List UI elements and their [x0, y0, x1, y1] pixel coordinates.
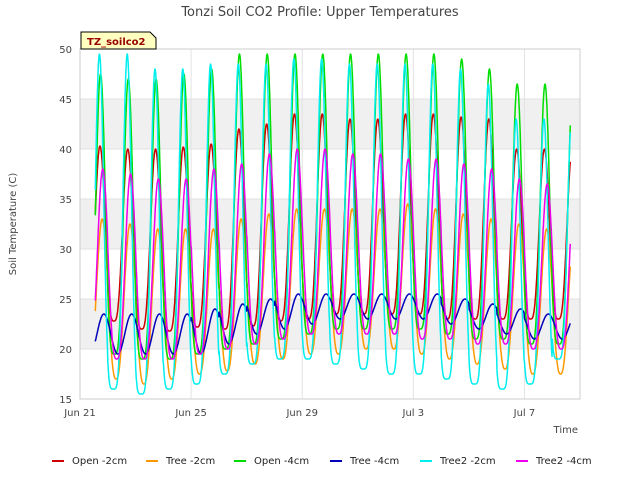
series-layer [94, 53, 572, 395]
y-tick-label: 35 [59, 195, 72, 206]
legend-label: Open -4cm [254, 456, 309, 467]
legend-label: Tree2 -2cm [439, 456, 496, 467]
y-tick-label: 15 [59, 395, 72, 406]
grid-band [80, 99, 580, 149]
legend-item: Tree2 -2cm [420, 456, 496, 467]
y-axis-ticks: 15 20 25 30 35 40 45 50 [59, 45, 72, 406]
series-line-3 [94, 53, 572, 360]
plot-frame [79, 48, 581, 400]
legend-label: Tree -2cm [165, 456, 215, 467]
y-tick-label: 30 [59, 245, 72, 256]
x-axis-ticks: Jun 21 Jun 25 Jun 29 Jul 3 Jul 7 [63, 408, 535, 419]
badge-label: TZ_soilco2 [87, 37, 146, 48]
legend-item: Tree2 -4cm [516, 456, 592, 467]
site-badge: TZ_soilco2 [80, 31, 157, 50]
legend-item: Tree -2cm [146, 456, 215, 467]
legend-item: Tree -4cm [330, 456, 399, 467]
y-tick-label: 45 [59, 95, 72, 106]
legend: Open -2cm Tree -2cm Open -4cm Tree -4cm Tree… [52, 456, 592, 467]
y-tick-label: 40 [59, 145, 72, 156]
legend-item: Open -4cm [234, 456, 309, 467]
x-tick-label: Jun 29 [285, 408, 318, 419]
chart-title: Tonzi Soil CO2 Profile: Upper Temperatur… [180, 5, 459, 20]
series-line-6 [94, 148, 572, 360]
badge-box [80, 31, 157, 50]
legend-label: Tree2 -4cm [535, 456, 592, 467]
series-line-5 [94, 53, 572, 395]
y-tick-label: 20 [59, 345, 72, 356]
x-tick-label: Jul 3 [402, 408, 425, 419]
legend-label: Open -2cm [72, 456, 127, 467]
x-tick-label: Jun 25 [174, 408, 207, 419]
x-axis-label: Time [553, 425, 578, 436]
x-tick-label: Jul 7 [513, 408, 536, 419]
legend-label: Tree -4cm [349, 456, 399, 467]
y-axis-label: Soil Temperature (C) [8, 173, 19, 276]
x-tick-label: Jun 21 [63, 408, 96, 419]
y-tick-label: 25 [59, 295, 72, 306]
y-tick-label: 50 [59, 45, 72, 56]
legend-item: Open -2cm [52, 456, 127, 467]
